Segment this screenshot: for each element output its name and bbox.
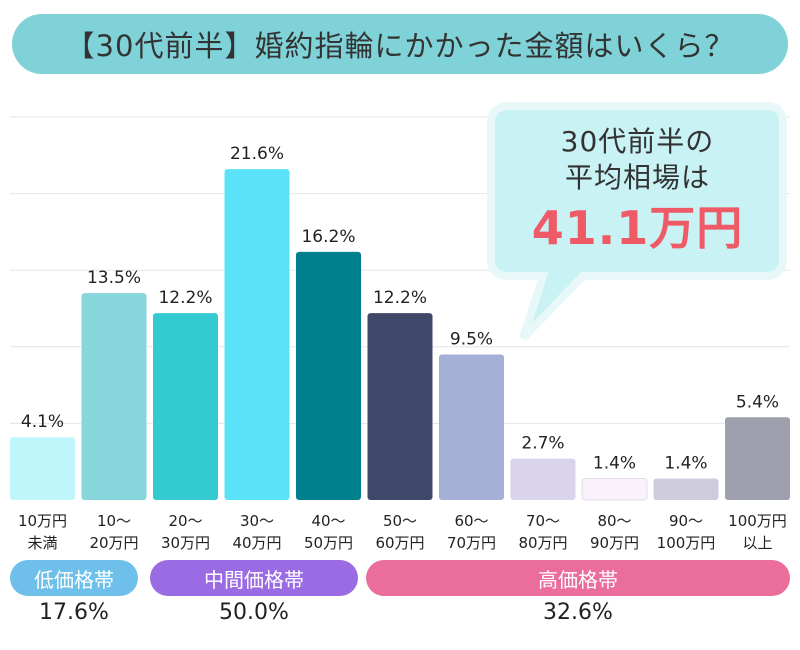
chart-title: 【30代前半】婚約指輪にかかった金額はいくら？ [65, 29, 735, 63]
bar [653, 478, 719, 500]
bar [10, 437, 75, 500]
bar-value-label: 12.2% [158, 288, 212, 308]
x-tick-label: 50万円 [304, 534, 353, 552]
x-tick-label: 90〜 [669, 512, 703, 530]
group-high-share: 32.6% [543, 600, 613, 625]
bar [439, 354, 504, 500]
bar [367, 313, 433, 500]
bar-value-label: 13.5% [87, 268, 141, 288]
x-tick-label: 30〜 [240, 512, 274, 530]
bar-value-label: 9.5% [450, 329, 493, 349]
group-mid-share: 50.0% [219, 600, 289, 625]
x-tick-label: 10万円 [18, 512, 67, 530]
bar-value-label: 4.1% [21, 412, 64, 432]
bar-value-label: 12.2% [373, 288, 427, 308]
group-low-pill: 低価格帯 [10, 560, 138, 596]
group-high-label: 高価格帯 [538, 567, 618, 592]
x-tick-label: 10〜 [97, 512, 131, 530]
bar [81, 293, 147, 500]
bar-value-label: 21.6% [230, 144, 284, 164]
x-tick-label: 20〜 [168, 512, 202, 530]
x-tick-label: 70〜 [526, 512, 560, 530]
x-tick-label: 80〜 [597, 512, 631, 530]
x-tick-label: 80万円 [518, 534, 567, 552]
group-mid-pill: 中間価格帯 [150, 560, 358, 596]
bar-value-label: 1.4% [593, 454, 636, 474]
bar [581, 478, 648, 501]
x-tick-label: 90万円 [590, 534, 639, 552]
x-tick-label: 30万円 [161, 534, 210, 552]
x-tick-label: 40万円 [232, 534, 281, 552]
bar-value-label: 2.7% [521, 434, 564, 454]
bar [153, 313, 218, 500]
average-value: 41.1万円 [531, 201, 744, 255]
x-tick-label: 100万円 [728, 512, 787, 530]
title-bar: 【30代前半】婚約指輪にかかった金額はいくら？ [12, 14, 788, 74]
x-tick-label: 40〜 [311, 512, 345, 530]
average-callout-bubble [487, 102, 787, 341]
x-tick-label: 未満 [27, 534, 57, 552]
average-callout: 30代前半の 平均相場は 41.1万円 [510, 124, 765, 260]
group-low-label: 低価格帯 [34, 567, 114, 592]
bar [296, 251, 361, 500]
group-high-pill: 高価格帯 [366, 560, 790, 596]
callout-line-2: 平均相場は [564, 161, 710, 194]
x-tick-label: 100万円 [657, 534, 716, 552]
x-tick-label: 60〜 [454, 512, 488, 530]
bar-value-label: 5.4% [736, 392, 779, 412]
x-tick-label: 50〜 [383, 512, 417, 530]
bar [510, 458, 576, 500]
group-mid-label: 中間価格帯 [204, 567, 304, 592]
x-tick-label: 60万円 [375, 534, 424, 552]
x-tick-label: 20万円 [89, 534, 138, 552]
bar [224, 169, 290, 500]
bar [725, 417, 790, 500]
x-tick-label: 70万円 [447, 534, 496, 552]
bar-value-label: 16.2% [301, 227, 355, 247]
group-low-share: 17.6% [39, 600, 109, 625]
x-tick-label: 以上 [742, 534, 772, 552]
bar-value-label: 1.4% [664, 454, 707, 474]
callout-line-1: 30代前半の [560, 125, 715, 158]
